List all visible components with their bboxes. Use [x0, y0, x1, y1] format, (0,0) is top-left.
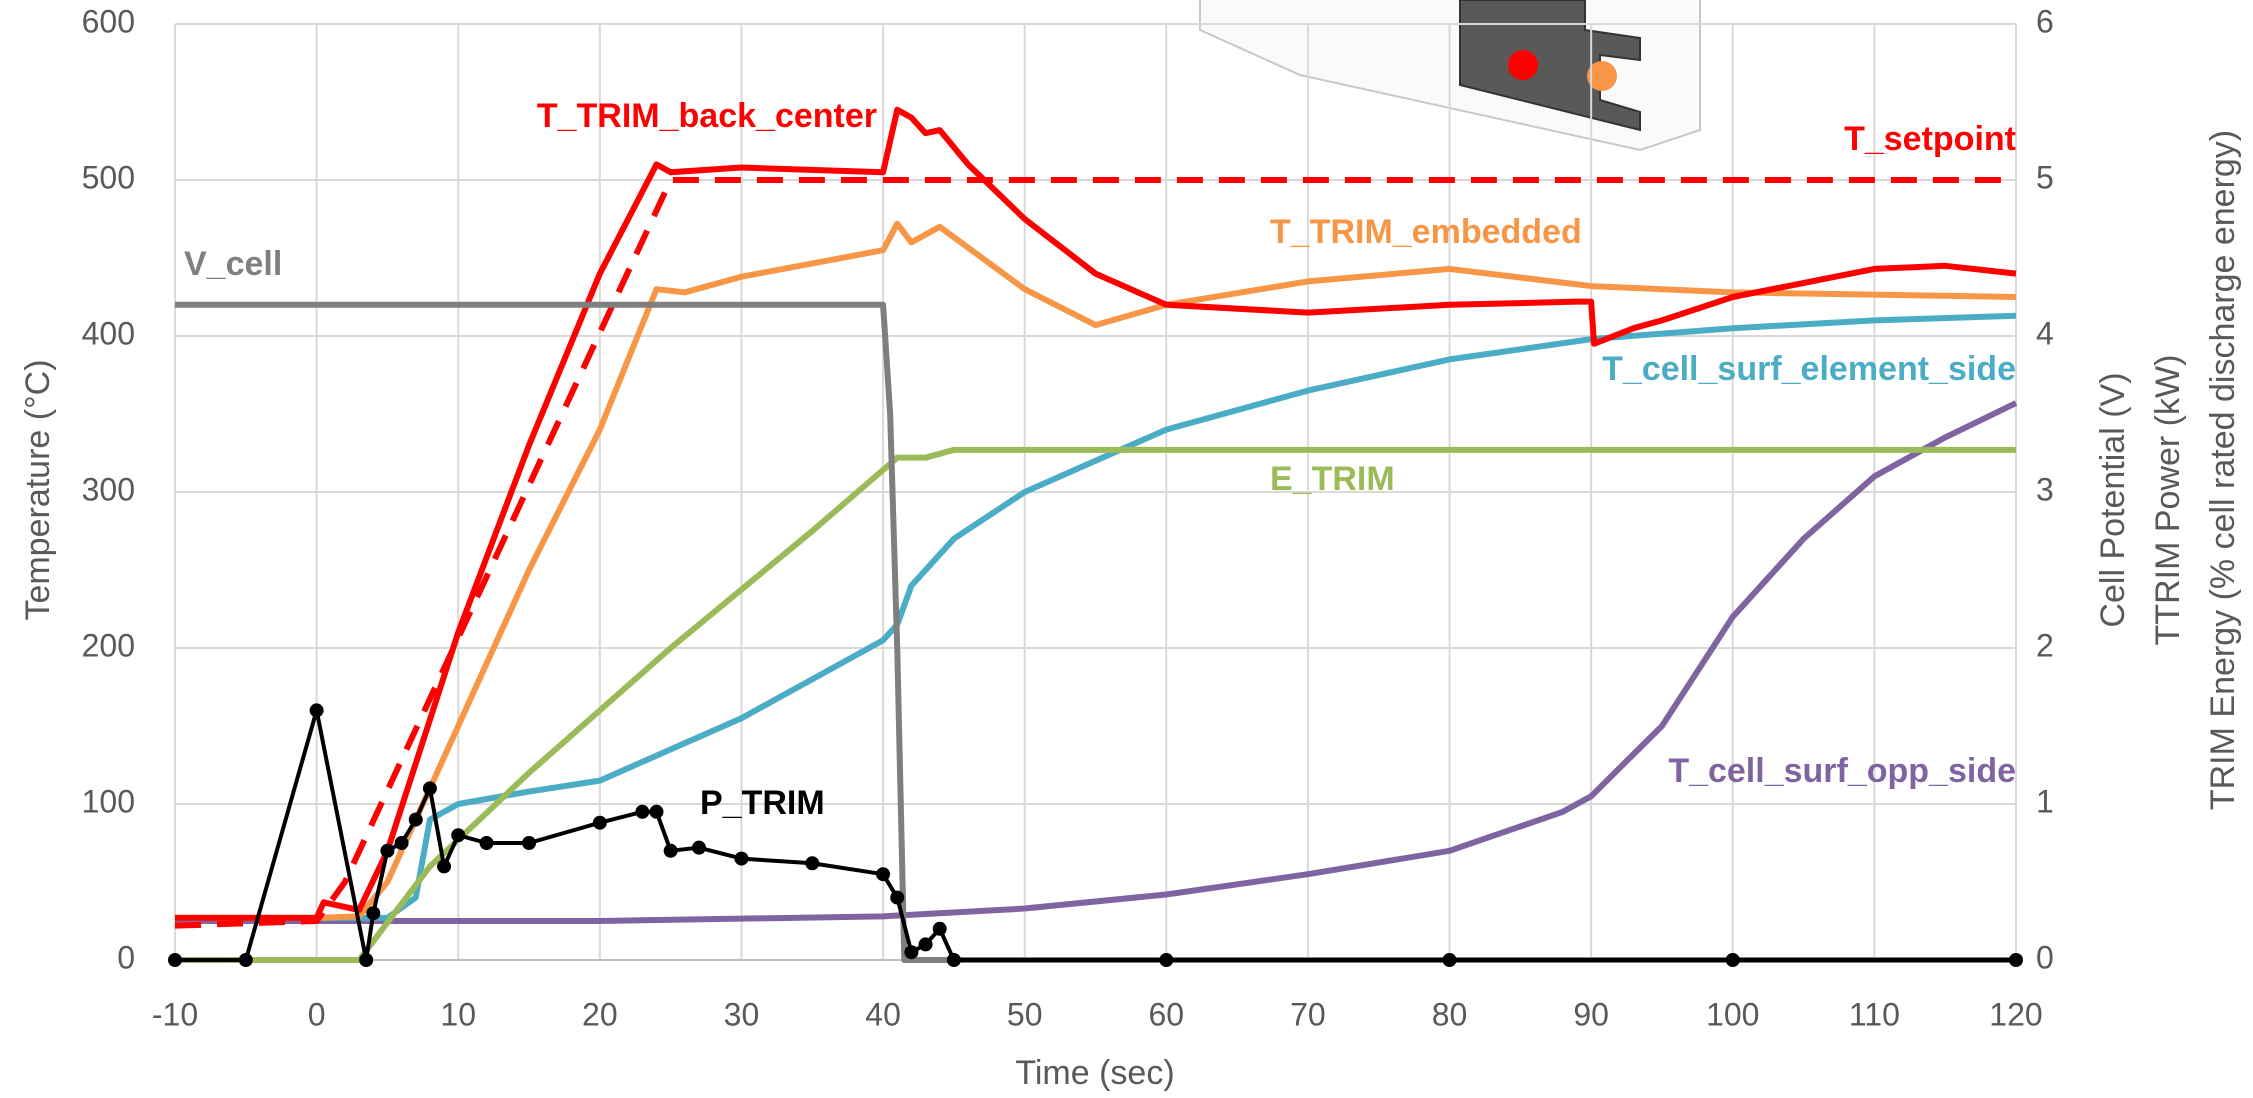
y-tick-label: 0 — [117, 939, 135, 975]
x-tick-label: 20 — [582, 996, 618, 1032]
point — [522, 836, 536, 850]
series-label: T_TRIM_embedded — [1270, 213, 1582, 251]
x-tick-label: -10 — [152, 996, 198, 1032]
series-label: T_setpoint — [1844, 120, 2016, 158]
point — [933, 922, 947, 936]
x-tick-label: 100 — [1706, 996, 1759, 1032]
inset-dot-red — [1508, 50, 1538, 80]
point — [437, 859, 451, 873]
series-line — [175, 316, 2016, 918]
y2-tick-label: 6 — [2036, 3, 2054, 39]
y2-axis-title: Cell Potential (V) — [2094, 372, 2132, 627]
y2-tick-label: 4 — [2036, 315, 2054, 351]
point — [1159, 953, 1173, 967]
point — [395, 836, 409, 850]
point — [2009, 953, 2023, 967]
x-axis-title: Time (sec) — [1015, 1054, 1174, 1092]
series-label: T_TRIM_back_center — [537, 97, 877, 135]
series-line — [175, 450, 2016, 960]
point — [635, 805, 649, 819]
point — [919, 937, 933, 951]
point — [734, 852, 748, 866]
y2-tick-label: 1 — [2036, 783, 2054, 819]
x-tick-label: 110 — [1849, 996, 1900, 1032]
x-tick-label: 30 — [724, 996, 760, 1032]
point — [805, 856, 819, 870]
series-label: P_TRIM — [700, 784, 825, 822]
series-label: T_cell_surf_opp_side — [1668, 752, 2016, 790]
point — [904, 945, 918, 959]
y2-axis-title: TRIM Energy (% cell rated discharge ener… — [2204, 130, 2242, 810]
x-tick-label: 50 — [1007, 996, 1043, 1032]
x-tick-label: 60 — [1149, 996, 1185, 1032]
point — [423, 781, 437, 795]
point — [409, 813, 423, 827]
point — [890, 891, 904, 905]
y-tick-label: 300 — [82, 471, 135, 507]
point — [451, 828, 465, 842]
x-tick-label: 90 — [1573, 996, 1609, 1032]
point — [1726, 953, 1740, 967]
series-label: V_cell — [184, 245, 282, 283]
series-line — [175, 305, 2016, 960]
point — [1443, 953, 1457, 967]
series-label: T_cell_surf_element_side — [1602, 350, 2016, 388]
y-tick-label: 500 — [82, 159, 135, 195]
y2-tick-label: 3 — [2036, 471, 2054, 507]
point — [593, 816, 607, 830]
point — [480, 836, 494, 850]
point — [168, 953, 182, 967]
x-tick-label: 40 — [865, 996, 901, 1032]
point — [664, 844, 678, 858]
point — [310, 703, 324, 717]
point — [359, 953, 373, 967]
y-axis-title: Temperature (°C) — [19, 359, 57, 620]
chart: Time (sec) Temperature (°C) Cell Potenti… — [0, 0, 2253, 1098]
y2-tick-label: 5 — [2036, 159, 2054, 195]
x-tick-label: 70 — [1290, 996, 1326, 1032]
point — [239, 953, 253, 967]
y-tick-label: 100 — [82, 783, 135, 819]
point — [876, 867, 890, 881]
page: {"chart_data": {"type": "line", "xlabel"… — [0, 0, 2253, 1098]
y-tick-label: 200 — [82, 627, 135, 663]
x-tick-label: 80 — [1432, 996, 1468, 1032]
x-tick-label: 10 — [440, 996, 476, 1032]
point — [380, 844, 394, 858]
x-tick-label: 120 — [1989, 996, 2042, 1032]
point — [649, 805, 663, 819]
series-label: E_TRIM — [1270, 460, 1395, 498]
x-tick-label: 0 — [308, 996, 326, 1032]
y2-axis-title: TTRIM Power (kW) — [2149, 355, 2187, 646]
point — [947, 953, 961, 967]
y2-tick-label: 0 — [2036, 939, 2054, 975]
series-line — [175, 110, 2016, 918]
point — [692, 841, 706, 855]
point — [366, 906, 380, 920]
y-tick-label: 400 — [82, 315, 135, 351]
y2-tick-label: 2 — [2036, 627, 2054, 663]
y-tick-label: 600 — [82, 3, 135, 39]
